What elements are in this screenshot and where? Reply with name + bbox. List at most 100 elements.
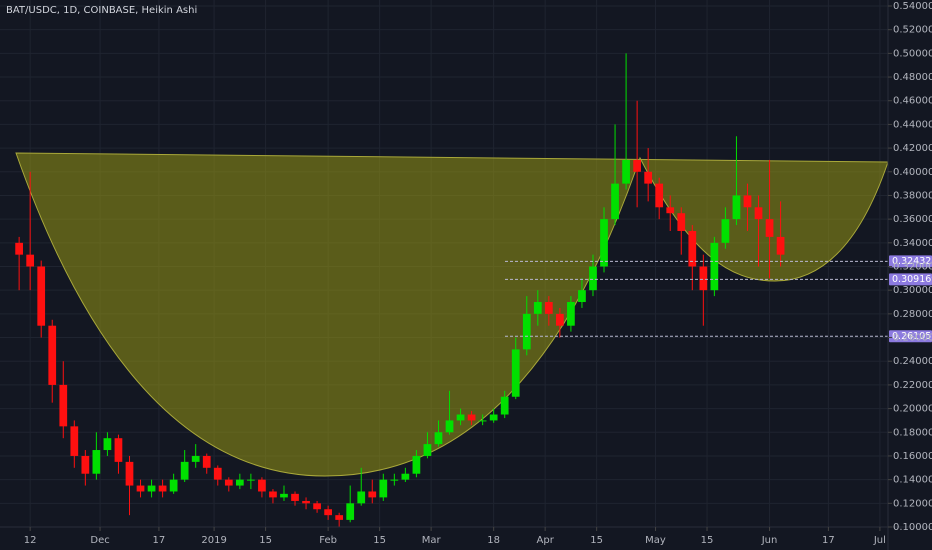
candle-body (445, 420, 454, 433)
candle-body (456, 414, 465, 421)
candle-body (721, 219, 730, 243)
candle-body (434, 432, 443, 445)
x-tick-label: 15 (373, 535, 386, 546)
x-tick-label: Dec (90, 535, 109, 546)
price-label: 0.261058 (892, 331, 932, 342)
candle-body (589, 266, 597, 291)
candle-body (235, 479, 244, 486)
candle-body (103, 438, 112, 451)
candle-body (567, 302, 575, 326)
candle-body (544, 302, 553, 314)
candle-body (655, 183, 664, 208)
candle-body (324, 509, 332, 516)
x-tick-label: 2019 (201, 535, 226, 546)
candle-body (335, 515, 344, 520)
candle-body (169, 479, 178, 492)
candle-body (213, 467, 222, 480)
candle-body (357, 491, 366, 504)
candle-body (269, 491, 277, 498)
candle-body (688, 230, 697, 267)
candle-body (302, 500, 310, 504)
candle-body (423, 444, 432, 456)
x-tick-label: 15 (259, 535, 272, 546)
candle-body (511, 349, 520, 397)
candle-body (500, 396, 509, 415)
candle-body (92, 450, 101, 474)
candle-body (600, 219, 608, 267)
candle-body (677, 213, 686, 231)
candle-body (313, 503, 321, 510)
candle-body (390, 479, 399, 481)
price-label-box (889, 255, 932, 268)
candle-body (224, 479, 233, 486)
candle-body (522, 313, 531, 350)
candle-body (191, 455, 200, 462)
candle-body (70, 426, 79, 456)
candle-body (258, 479, 266, 492)
candle-body (743, 195, 752, 208)
candle-body (59, 384, 68, 427)
x-tick-label: 12 (24, 535, 37, 546)
candle-body (114, 438, 123, 462)
candle-body (368, 491, 377, 498)
candle-body (247, 479, 255, 481)
candle-body (202, 455, 211, 468)
price-label: 0.309169 (892, 274, 932, 285)
price-lines: 0.324328 0.309169 0.261058 (505, 255, 932, 343)
candle-body (280, 493, 288, 498)
x-tick-label: Feb (319, 535, 337, 546)
candle-body (401, 473, 410, 480)
candle-body (765, 219, 774, 237)
candle-body (136, 485, 145, 492)
candle-body (147, 485, 156, 492)
candle-body (125, 461, 134, 486)
candle-body (578, 290, 586, 303)
x-tick-label: 15 (701, 535, 714, 546)
candle-body (81, 455, 90, 474)
candle-body (489, 414, 498, 421)
candle-body (622, 159, 630, 184)
candle-body (26, 254, 35, 267)
cup-handle-drawing (15, 152, 888, 477)
y-tick-label: 0.540000 (893, 1, 932, 12)
candle-body (478, 420, 487, 422)
chart-title: BAT/USDC, 1D, COINBASE, Heikin Ashi (6, 5, 197, 16)
candle-body (412, 455, 421, 474)
candle-body (533, 302, 542, 314)
x-tick-label: May (645, 535, 666, 546)
x-tick-label: 18 (487, 535, 500, 546)
x-tick-label: Jun (761, 535, 778, 546)
x-tick-label: 17 (153, 535, 166, 546)
candle-body (37, 266, 46, 326)
candle-body (180, 461, 189, 480)
candle-body (710, 242, 719, 291)
candle-body (158, 485, 167, 492)
price-label-box (889, 273, 932, 286)
candle-body (48, 325, 57, 385)
x-tick-label: 15 (590, 535, 603, 546)
candle-body (379, 479, 388, 498)
candle-body (699, 266, 708, 291)
x-tick-label: Apr (537, 535, 555, 546)
